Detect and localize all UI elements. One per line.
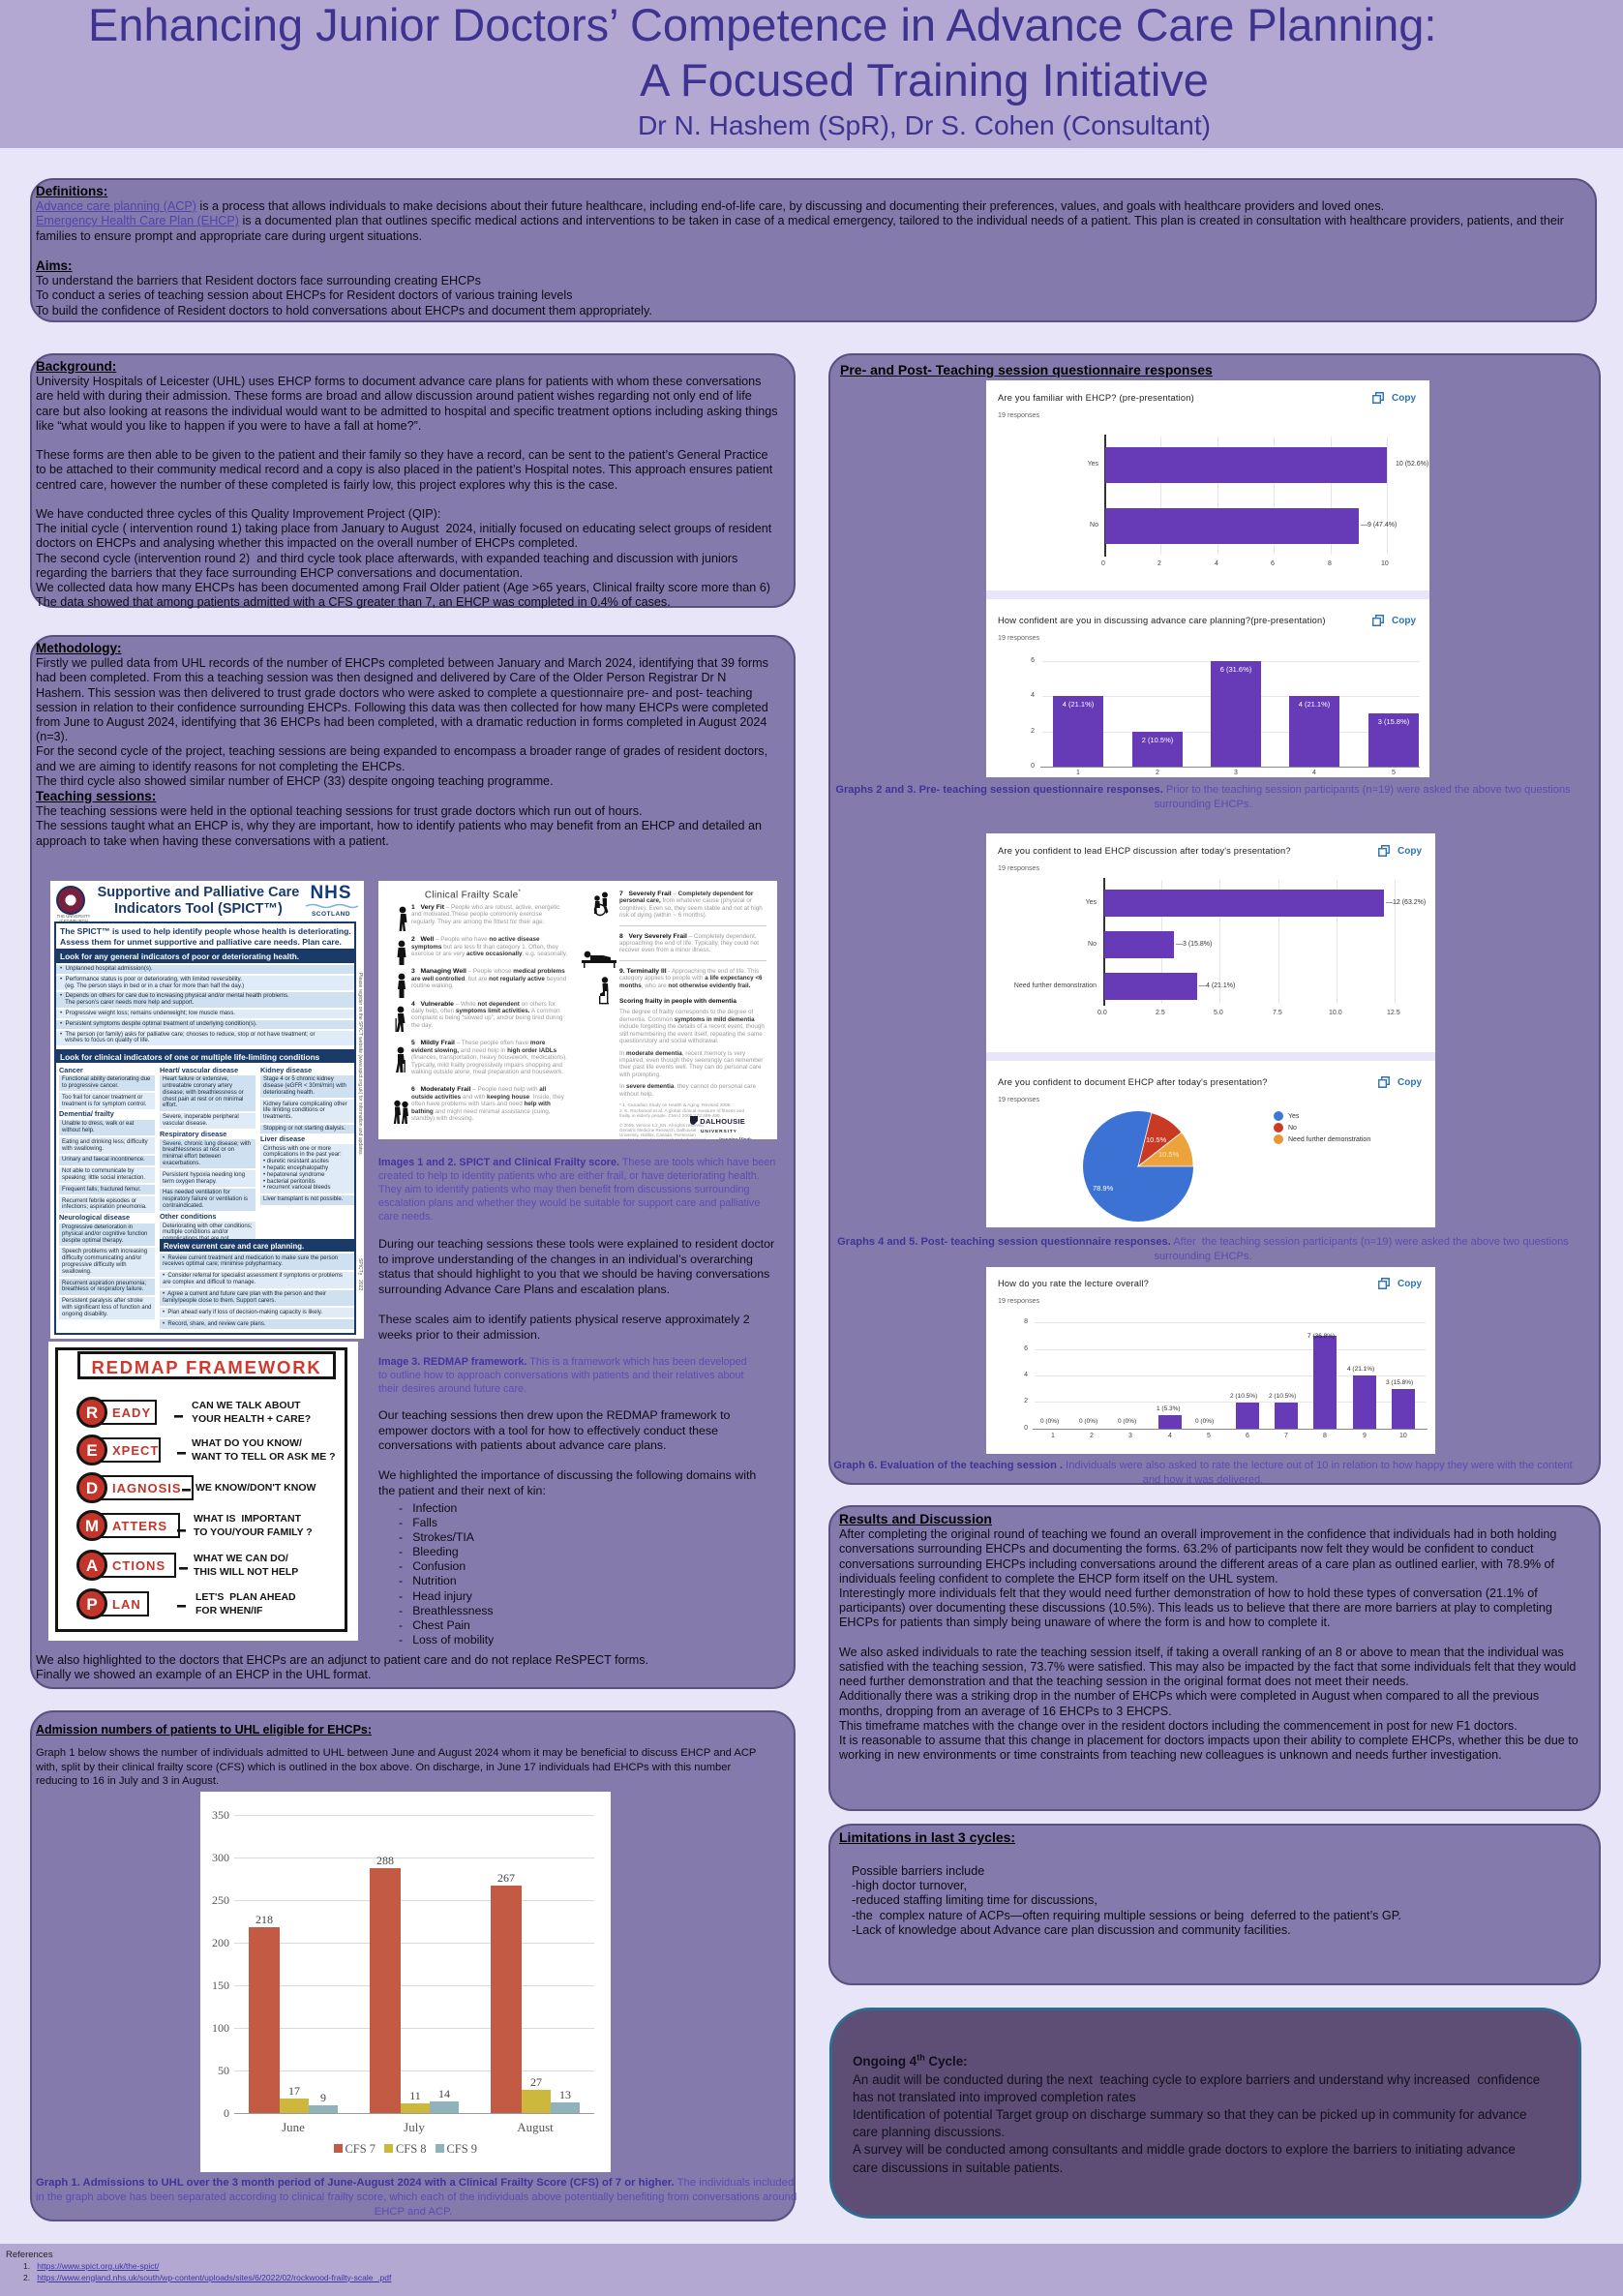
svg-text:E: E — [86, 1441, 97, 1460]
svg-text:A: A — [86, 1556, 98, 1575]
svg-text:P: P — [86, 1595, 97, 1614]
svg-text:D: D — [86, 1479, 98, 1497]
svg-text:M: M — [85, 1517, 99, 1535]
svg-text:R: R — [86, 1404, 98, 1422]
